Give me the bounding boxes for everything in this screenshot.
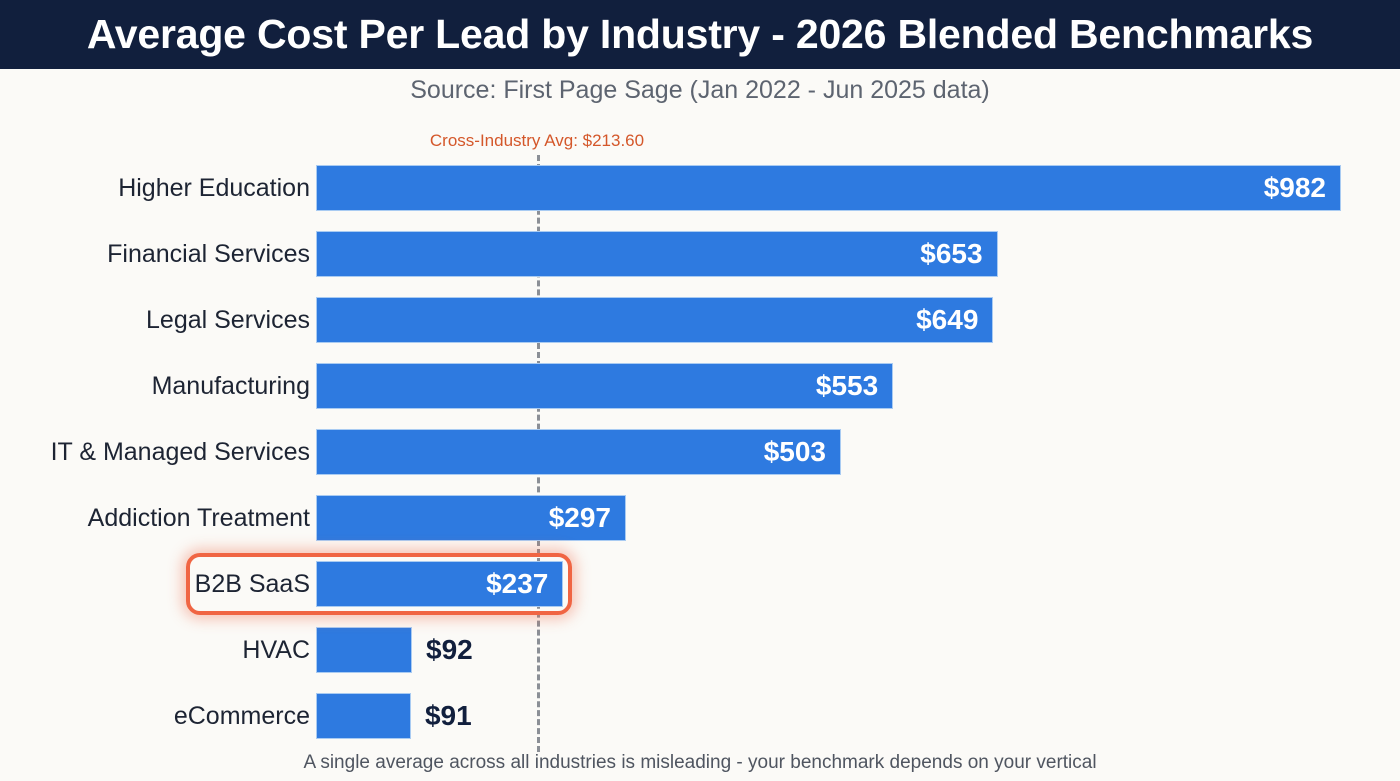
bar-value-label: $237: [486, 568, 549, 599]
category-label: Manufacturing: [151, 372, 310, 400]
page-title: Average Cost Per Lead by Industry - 2026…: [86, 11, 1314, 57]
bar-row: Financial Services $653: [0, 231, 1400, 277]
bar: $553: [316, 363, 894, 409]
bar-value-label: $653: [920, 238, 983, 269]
bar-row: Higher Education $982: [0, 165, 1400, 211]
category-label: Legal Services: [146, 306, 310, 334]
category-label: Addiction Treatment: [87, 504, 310, 532]
bar-value-label: $297: [548, 502, 611, 533]
chart-footnote: A single average across all industries i…: [303, 752, 1097, 773]
bar: $649: [316, 297, 994, 343]
average-annotation-label: Cross-Industry Avg: $213.60: [429, 131, 645, 150]
bar-value-label: $982: [1263, 172, 1326, 203]
bar-value-label: $91: [424, 700, 472, 731]
bar-row: Addiction Treatment $297: [0, 495, 1400, 541]
bar-row: eCommerce $91: [0, 693, 1400, 739]
bar: $237: [316, 561, 564, 607]
chart-subtitle: Source: First Page Sage (Jan 2022 - Jun …: [410, 76, 990, 104]
category-label: B2B SaaS: [194, 570, 310, 598]
bar: $982: [316, 165, 1341, 211]
bar: $503: [316, 429, 842, 475]
category-label: HVAC: [242, 636, 310, 664]
category-label: IT & Managed Services: [50, 438, 310, 466]
category-label: Financial Services: [107, 240, 310, 268]
chart-title-bar: Average Cost Per Lead by Industry - 2026…: [0, 0, 1400, 69]
bar-value-label: $92: [426, 634, 473, 665]
bar-row: IT & Managed Services $503: [0, 429, 1400, 475]
bar: [316, 693, 411, 739]
bar-row: HVAC $92: [0, 627, 1400, 673]
bar-value-label: $503: [763, 436, 827, 467]
category-label: eCommerce: [173, 702, 310, 730]
bar: [316, 627, 413, 673]
bar-value-label: $553: [815, 370, 879, 401]
plot-area: Higher Education $982 Financial Services $6…: [0, 155, 1400, 752]
bar-value-label: $649: [916, 304, 979, 335]
bar: $653: [316, 231, 998, 277]
bar-row: B2B SaaS $237: [0, 561, 1400, 607]
bar-row: Legal Services $649: [0, 297, 1400, 343]
bar: $297: [316, 495, 626, 541]
bar-row: Manufacturing $553: [0, 363, 1400, 409]
category-label: Higher Education: [118, 174, 310, 202]
